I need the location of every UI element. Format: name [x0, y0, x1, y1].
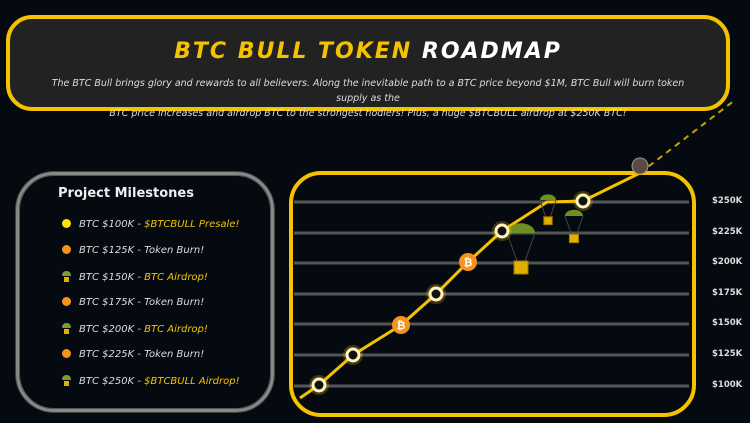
description-line-2: BTC price increases and airdrop BTC to t… [109, 108, 627, 119]
bitcoin-icon [459, 253, 477, 271]
y-axis-label: $200K [712, 257, 743, 267]
milestone-item: BTC $175K - Token Burn! [62, 297, 204, 308]
parachute-canopy [565, 209, 583, 216]
milestone-event: Token Burn! [144, 245, 205, 256]
milestone-price: BTC $150K - [79, 272, 145, 283]
bull-icon [631, 157, 649, 175]
milestone-marker [494, 223, 510, 239]
orange-dot-icon [62, 245, 71, 254]
y-axis-label: $125K [712, 349, 743, 359]
milestone-item: BTC $250K - $BTCBULL Airdrop! [62, 375, 240, 387]
parachute-canopy [540, 194, 556, 200]
milestone-price: BTC $250K - [79, 376, 145, 387]
airdrop-crate-icon [568, 233, 580, 244]
milestone-item: BTC $125K - Token Burn! [62, 245, 204, 256]
header-banner: BTC BULL TOKEN ROADMAP The BTC Bull brin… [6, 15, 730, 119]
airdrop-crate-icon [513, 260, 529, 275]
dashed-future-path [639, 99, 736, 174]
y-axis-label: $100K [712, 380, 743, 390]
bitcoin-icon [392, 316, 410, 334]
milestone-marker [428, 286, 444, 302]
orange-dot-icon [62, 349, 71, 358]
price-path [299, 171, 641, 400]
milestone-item: BTC $100K - $BTCBULL Presale! [62, 219, 240, 230]
parachute-icon [62, 375, 71, 386]
parachute-lines [564, 215, 584, 235]
y-axis-label: $225K [712, 227, 743, 237]
milestone-price: BTC $225K - [79, 349, 145, 360]
y-axis-label: $150K [712, 318, 743, 328]
orange-dot-icon [62, 297, 71, 306]
milestone-event: BTC Airdrop! [144, 272, 208, 283]
milestone-event: $BTCBULL Airdrop! [144, 376, 240, 387]
milestone-price: BTC $175K - [79, 297, 145, 308]
page-title: BTC BULL TOKEN ROADMAP [10, 39, 726, 64]
milestone-marker [345, 347, 361, 363]
milestone-event: $BTCBULL Presale! [144, 219, 240, 230]
yellow-dot-icon [62, 219, 71, 228]
milestone-price: BTC $100K - [79, 219, 145, 230]
milestone-item: BTC $150K - BTC Airdrop! [62, 271, 208, 283]
y-axis-label: $175K [712, 288, 743, 298]
milestone-event: Token Burn! [144, 297, 205, 308]
milestone-event: BTC Airdrop! [144, 324, 208, 335]
description-line-1: The BTC Bull brings glory and rewards to… [51, 78, 685, 104]
parachute-lines [539, 199, 557, 217]
parachute-icon [62, 323, 71, 334]
milestone-price: BTC $200K - [79, 324, 145, 335]
parachute-canopy [507, 223, 535, 233]
parachute-lines [506, 232, 536, 262]
bitcoin-symbol: ₿ [397, 319, 406, 332]
milestone-item: BTC $200K - BTC Airdrop! [62, 323, 208, 335]
y-axis-label: $250K [712, 196, 743, 206]
milestones-title: Project Milestones [58, 186, 194, 201]
milestone-marker [311, 377, 327, 393]
description: The BTC Bull brings glory and rewards to… [40, 76, 696, 121]
milestone-marker [575, 193, 591, 209]
milestone-price: BTC $125K - [79, 245, 145, 256]
title-white: ROADMAP [421, 39, 562, 64]
milestone-item: BTC $225K - Token Burn! [62, 349, 204, 360]
airdrop-crate-icon [543, 216, 553, 226]
milestone-event: Token Burn! [144, 349, 205, 360]
parachute-icon [62, 271, 71, 282]
chart-frame [289, 171, 696, 417]
bitcoin-symbol: ₿ [464, 256, 473, 269]
title-yellow: BTC BULL TOKEN [174, 39, 413, 64]
barbed-wire-frame [16, 172, 274, 412]
